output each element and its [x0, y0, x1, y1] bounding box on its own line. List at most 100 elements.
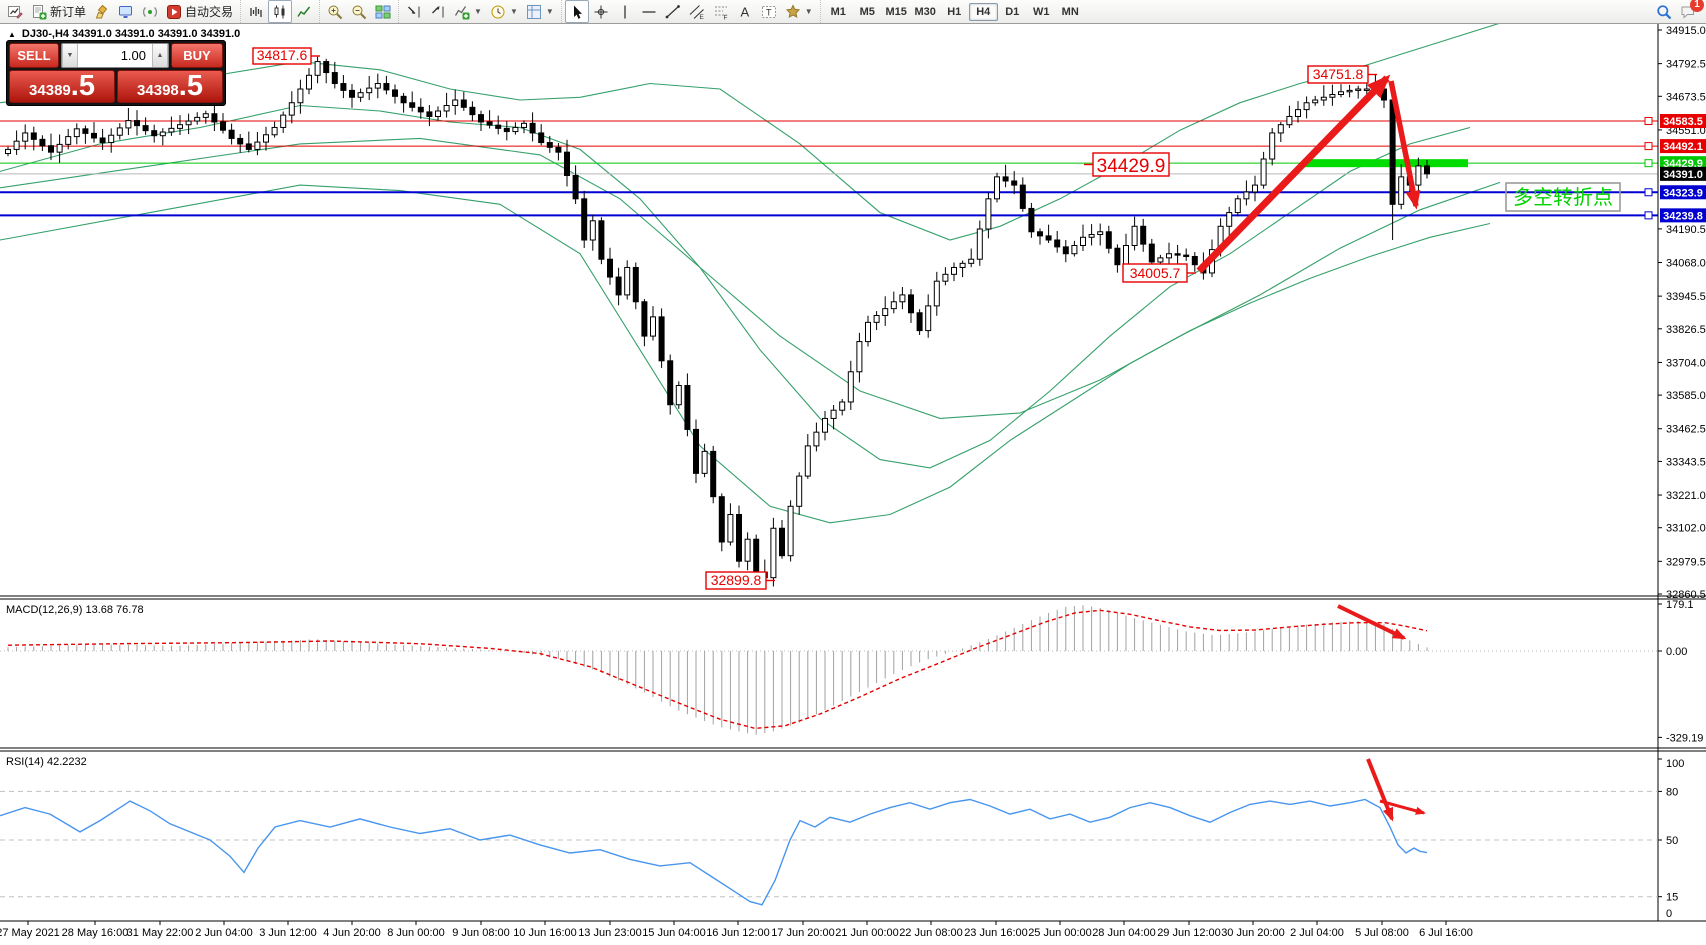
sell-price[interactable]: 34389 .5	[9, 70, 115, 103]
tile-windows-icon	[375, 4, 391, 20]
line-anchor[interactable]	[1644, 142, 1653, 151]
macd-tick-label: 179.1	[1666, 599, 1694, 611]
cursor-button[interactable]	[564, 0, 589, 23]
candle-body	[13, 140, 20, 150]
candle-body	[202, 113, 209, 118]
arrow-tick-indicator-icon	[430, 4, 446, 20]
collapse-icon[interactable]: ▲	[8, 29, 16, 39]
trend-arrow[interactable]	[1196, 74, 1391, 274]
candle-body	[151, 130, 158, 137]
auto-scroll-button[interactable]	[426, 0, 450, 23]
vline-icon	[617, 4, 633, 20]
buy-price[interactable]: 34398 .5	[117, 70, 223, 103]
trendline-icon	[665, 4, 681, 20]
note-box[interactable]	[1505, 182, 1621, 212]
timeframe-m1-button[interactable]: M1	[830, 5, 846, 18]
chart-properties-button[interactable]	[3, 0, 27, 23]
volume-decrease-button[interactable]: ▼	[62, 44, 78, 67]
templates-button[interactable]: ▼	[522, 0, 558, 23]
volume-value[interactable]: 1.00	[120, 48, 146, 63]
time-tick-label: 2 Jul 04:00	[1290, 927, 1344, 939]
buy-price-main: 34398	[137, 82, 179, 99]
candle-body	[847, 371, 854, 403]
clear-objects-button[interactable]	[90, 0, 114, 23]
price-level-label	[1660, 114, 1706, 129]
signals-button[interactable]	[138, 0, 162, 23]
timeframe-h4-button[interactable]: H4	[968, 2, 998, 21]
candle-body	[392, 89, 398, 97]
arrows-tool-button[interactable]: ▼	[781, 0, 817, 23]
time-tick-label: 22 Jun 08:00	[899, 927, 963, 939]
new-order-icon	[31, 4, 47, 20]
price-tick-label: 33945.5	[1666, 291, 1706, 303]
timeframe-mn-button[interactable]: MN	[1061, 5, 1079, 18]
periods-button[interactable]: ▼	[486, 0, 522, 23]
candle-body	[779, 527, 785, 557]
search-icon[interactable]	[1656, 4, 1672, 20]
tile-windows-button[interactable]	[371, 0, 395, 23]
trend-arrow[interactable]	[1379, 799, 1426, 815]
timeframe-d1-button[interactable]: D1	[1005, 5, 1020, 18]
candle-body	[1381, 88, 1387, 101]
horizontal-line-tool-button[interactable]	[637, 0, 661, 23]
buy-button[interactable]: BUY	[171, 43, 223, 68]
candle-body	[73, 128, 80, 138]
line-anchor[interactable]	[1644, 117, 1653, 126]
fibonacci-tool-button[interactable]: F	[709, 0, 733, 23]
autotrading-button[interactable]: 自动交易	[162, 0, 237, 23]
chat-icon[interactable]: 1	[1680, 0, 1704, 20]
chevron-down-icon[interactable]: ▼	[509, 7, 518, 16]
chart-canvas[interactable]: 34915.034792.534673.534551.034190.534068…	[0, 24, 1706, 945]
line-anchor[interactable]	[1644, 211, 1653, 220]
candle-body	[1355, 88, 1362, 91]
candles-chart-button[interactable]	[268, 0, 293, 23]
chart-shift-button[interactable]	[402, 0, 426, 23]
timeframe-w1-button[interactable]: W1	[1032, 5, 1050, 18]
timeframe-m5-button[interactable]: M5	[859, 5, 875, 18]
chevron-down-icon[interactable]: ▼	[545, 7, 554, 16]
sell-button[interactable]: SELL	[9, 43, 59, 68]
candle-body	[994, 176, 1000, 200]
text-label-tool-button[interactable]: T	[757, 0, 781, 23]
trend-arrow[interactable]	[1366, 758, 1394, 822]
candle-body	[589, 220, 596, 241]
price-tick-label: 33704.0	[1666, 357, 1706, 369]
indicators-button[interactable]: ▼	[450, 0, 486, 23]
line-chart-button[interactable]	[292, 0, 316, 23]
volume-increase-button[interactable]: ▲	[152, 44, 168, 67]
candle-body	[30, 132, 37, 140]
zoom-out-button[interactable]	[347, 0, 371, 23]
fibo-icon: F	[713, 4, 729, 20]
candle-body	[1019, 184, 1026, 209]
candle-body	[1424, 165, 1430, 175]
candle-body	[1088, 234, 1095, 238]
market-watch-button[interactable]	[114, 0, 138, 23]
annotations: 34817.6 34751.8 34429.9 34005.7 32899.8 多空转折点	[252, 47, 1621, 822]
line-anchor[interactable]	[1644, 159, 1653, 168]
new-order-button[interactable]: 新订单	[27, 0, 90, 23]
timeframe-h1-button[interactable]: H1	[947, 5, 962, 18]
line-anchor[interactable]	[1644, 188, 1653, 197]
text-tool-button[interactable]: A	[733, 0, 757, 23]
candle-body	[985, 198, 992, 230]
rsi-panel: 100 80 50 15 0 RSI(14) 42.2232	[0, 756, 1684, 922]
bars-chart-button[interactable]	[244, 0, 268, 23]
zoom-in-button[interactable]	[323, 0, 347, 23]
chevron-down-icon[interactable]: ▼	[804, 7, 813, 16]
crosshair-button[interactable]	[589, 0, 613, 23]
trend-arrow[interactable]	[1337, 604, 1407, 640]
timeframe-m30-button[interactable]: M30	[914, 5, 936, 18]
candle-body	[374, 83, 381, 89]
trendline-tool-button[interactable]	[661, 0, 685, 23]
vertical-line-tool-button[interactable]	[613, 0, 637, 23]
candle-body	[297, 88, 304, 104]
support-zone-bar[interactable]	[1305, 159, 1468, 168]
trend-arrow[interactable]	[1388, 80, 1421, 210]
timeframe-m15-button[interactable]: M15	[885, 5, 907, 18]
candle-body	[142, 125, 149, 132]
chevron-down-icon[interactable]: ▼	[474, 7, 482, 16]
equidistant-channel-tool-button[interactable]: E	[685, 0, 709, 23]
price-tick-label: 33585.0	[1666, 390, 1706, 402]
candle-body	[693, 428, 699, 474]
price-callout-text: 32899.8	[711, 572, 762, 588]
